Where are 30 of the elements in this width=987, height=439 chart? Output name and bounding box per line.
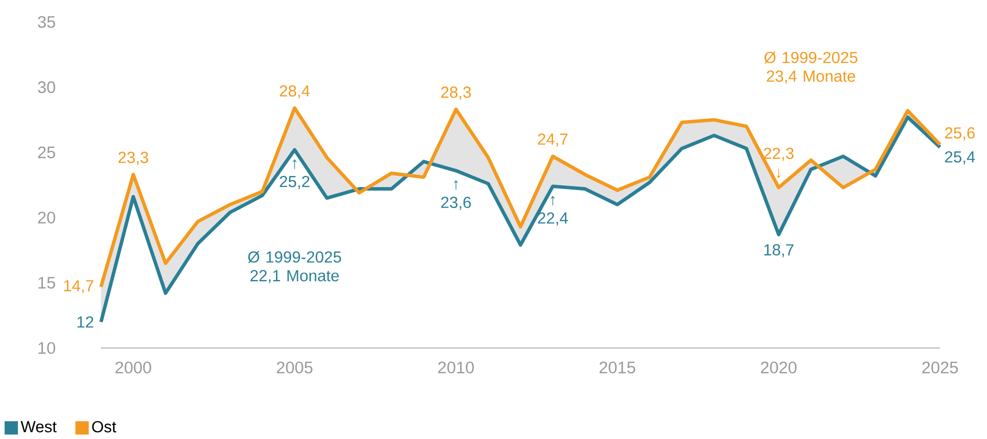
annotation: Ø 1999-2025 23,4 Monate [764,52,858,84]
legend-label: Ost [92,421,116,432]
x-tick-label: 2010 [438,362,474,374]
data-label: ↑ 22,4 [538,196,568,226]
x-tick-label: 2025 [922,362,958,374]
y-tick-label: 35 [38,16,56,28]
data-label: 22,3 ↓ [764,148,794,178]
y-tick-label: 30 [38,81,56,94]
x-tick-label: 2000 [116,362,152,374]
data-label: 24,7 [538,133,568,147]
annotation: Ø 1999-2025 22,1 Monate [248,251,342,284]
x-tick-label: 2020 [760,362,797,374]
y-tick-label: 25 [38,146,56,158]
data-label: 25,6 [945,127,975,141]
x-tick-label: 2005 [276,362,312,374]
y-tick-label: 10 [38,342,56,354]
data-label: 12 [77,316,94,328]
x-tick-label: 2015 [600,362,636,374]
data-label: 14,7 [64,280,94,294]
data-label: 23,3 [118,152,148,165]
data-label: 28,3 [441,86,471,100]
data-label: ↑ 23,6 [441,180,471,210]
data-label: 28,4 [280,85,310,98]
y-tick-label: 15 [38,276,56,289]
legend-label: West [20,421,57,432]
data-label: ↑ 25,2 [280,159,310,190]
data-label: 25,4 [945,151,975,164]
y-tick-label: 20 [38,212,56,224]
data-label: 18,7 [764,244,794,258]
line-series [99,106,942,288]
